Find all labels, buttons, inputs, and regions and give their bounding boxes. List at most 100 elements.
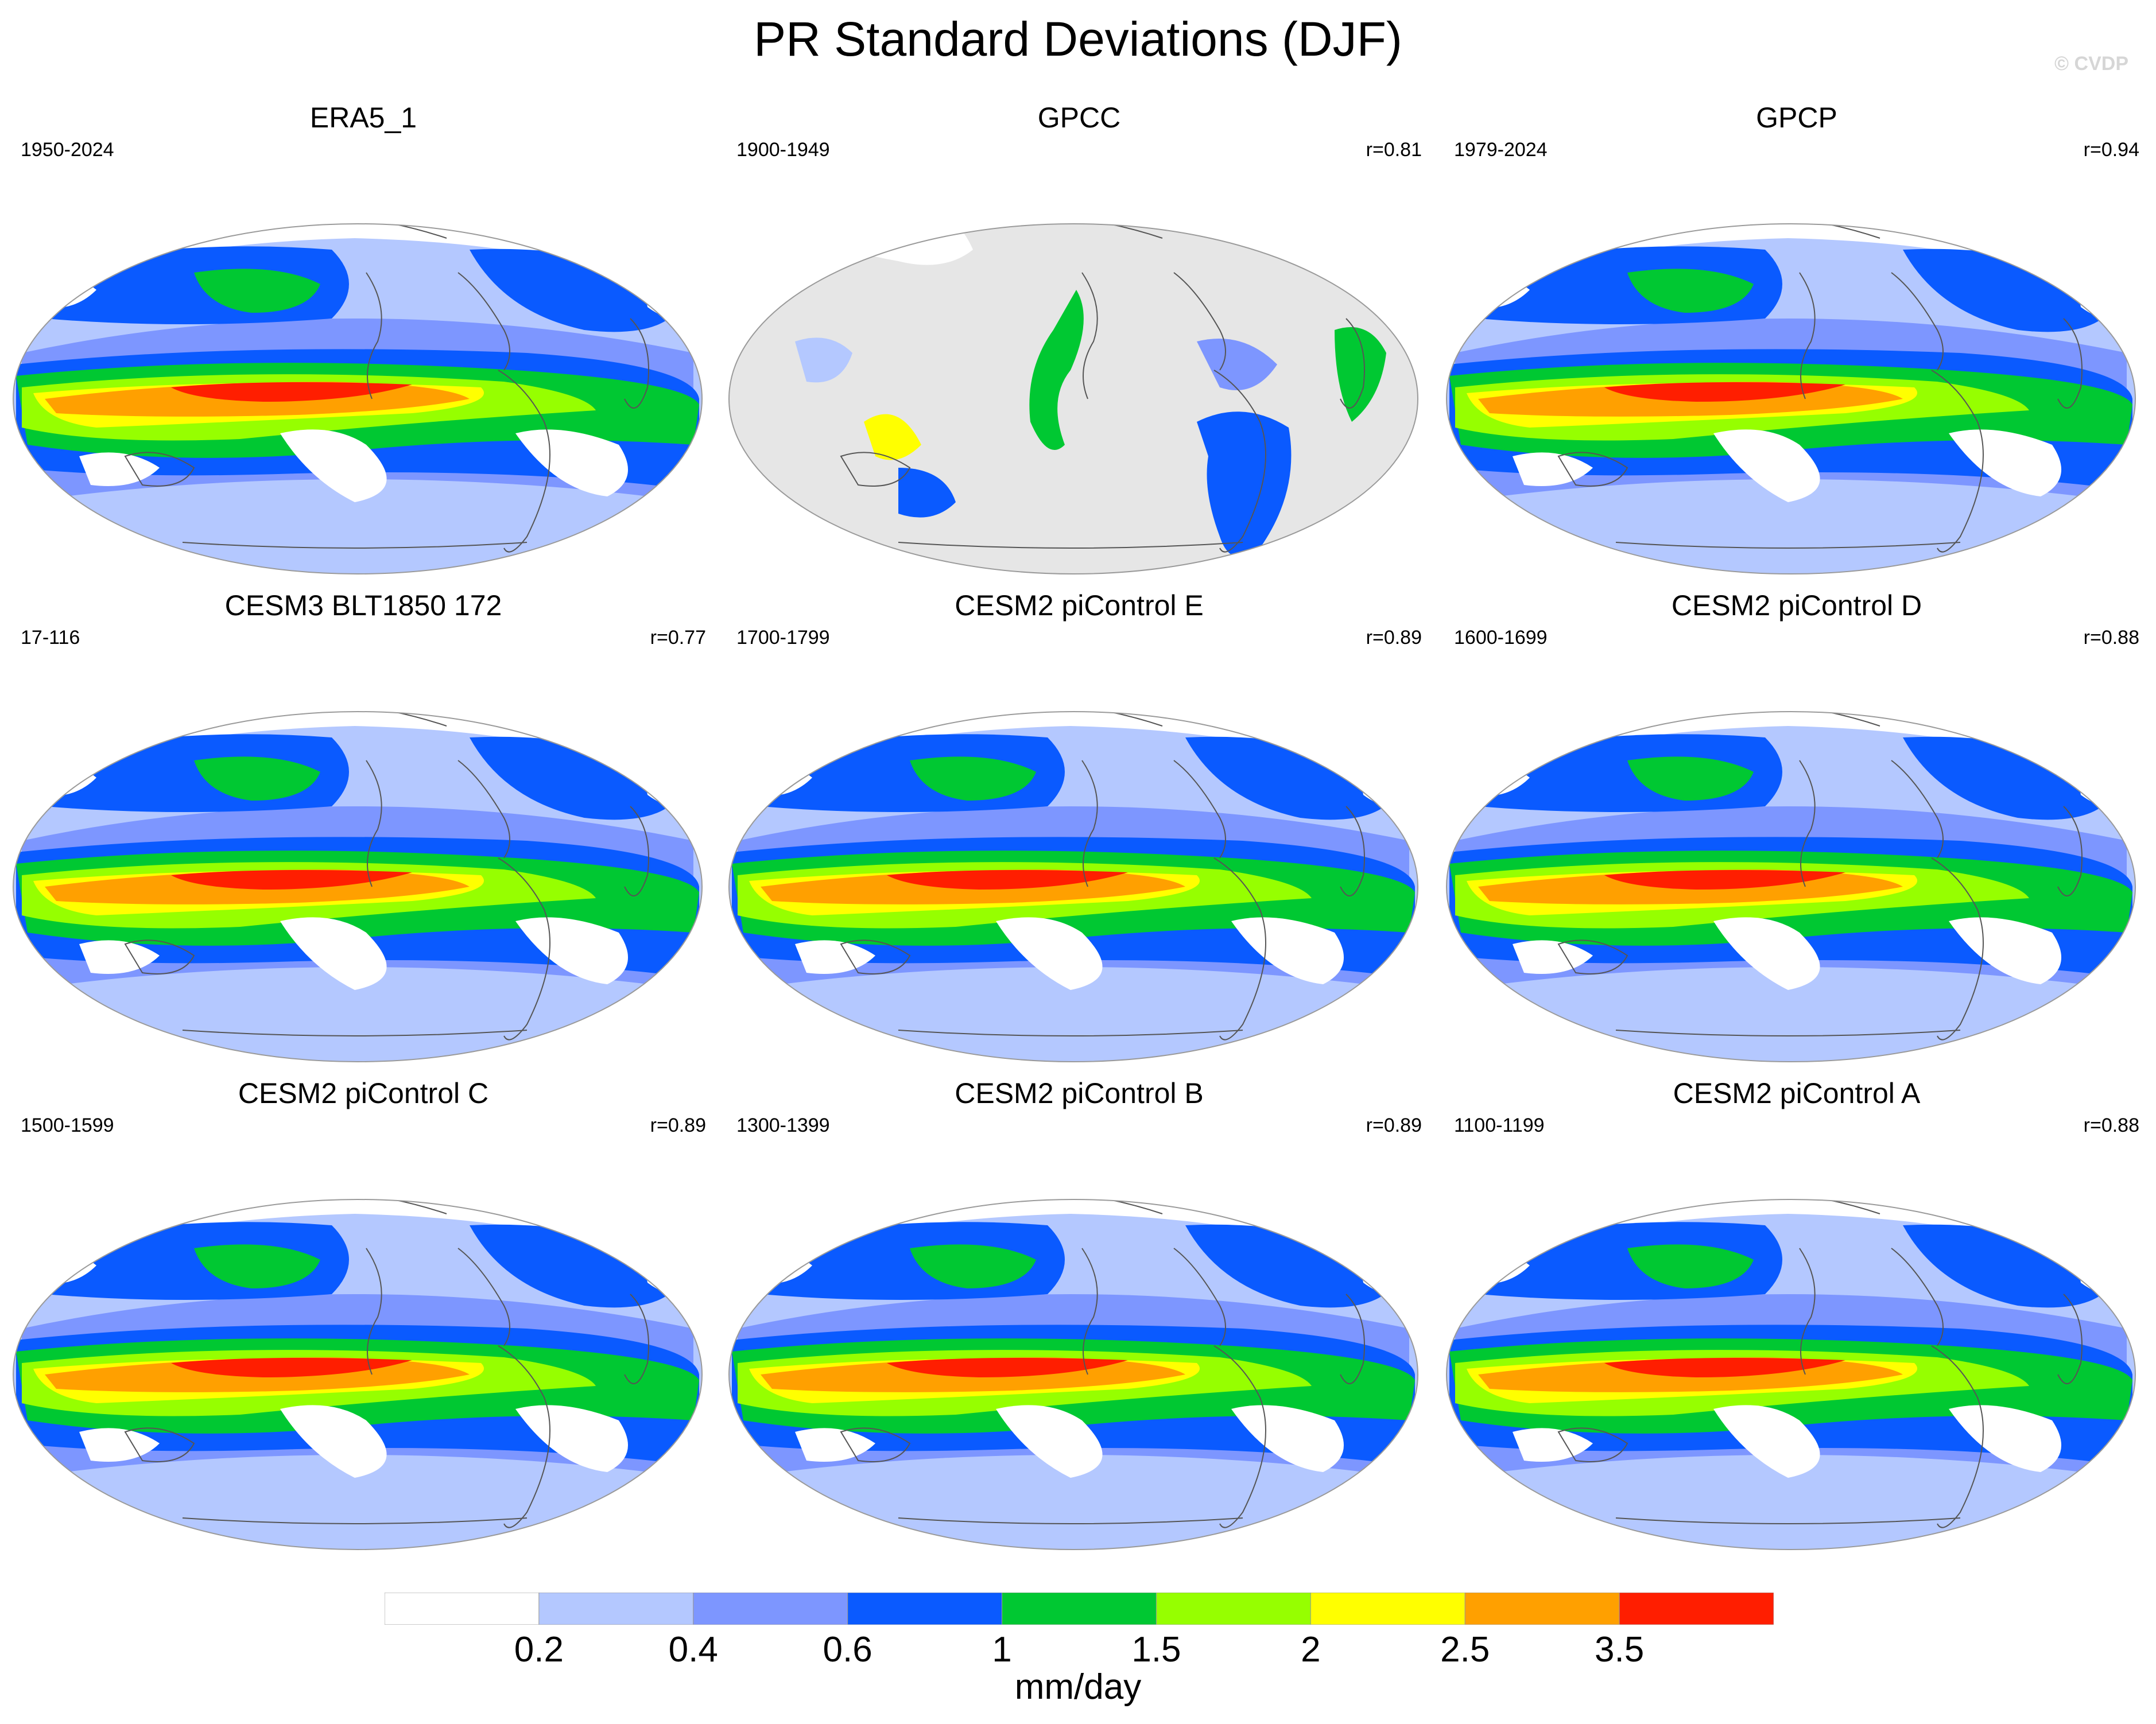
panel-years: 1100-1199 — [1454, 1115, 1545, 1136]
coastline — [624, 318, 649, 409]
coastline — [1615, 542, 1961, 549]
precip-contour-band — [194, 756, 320, 801]
precip-contour-band — [515, 1405, 628, 1472]
precip-contour-band — [1513, 452, 1593, 486]
coastline — [124, 939, 195, 974]
panel-title: GPCC — [1037, 102, 1121, 134]
coastline — [840, 452, 911, 487]
precip-contour-band — [1627, 1244, 1754, 1288]
panel-title: CESM2 piControl E — [955, 589, 1204, 622]
coastline — [840, 939, 911, 974]
coastline — [1557, 1427, 1628, 1462]
coastline — [1615, 1030, 1961, 1036]
coastline — [457, 272, 510, 371]
colorbar-swatches — [385, 1593, 1774, 1625]
coastline — [1799, 272, 1816, 399]
map-outline — [13, 223, 703, 574]
coastline — [498, 857, 550, 1040]
coastline — [898, 1030, 1243, 1036]
panel-years: 1600-1699 — [1454, 627, 1548, 649]
map-outline — [1446, 223, 2136, 574]
precip-contour-band — [910, 1244, 1036, 1288]
land-precip-patch — [772, 224, 973, 265]
colorbar-tick-label: 2.5 — [1440, 1630, 1490, 1669]
colorbar-tick-label: 2 — [1301, 1630, 1321, 1669]
precip-contour-band — [1627, 269, 1754, 313]
precip-contour-band — [887, 870, 1128, 890]
precip-contour-band — [79, 940, 160, 974]
land-precip-patch — [1335, 327, 1386, 422]
precip-contour-band — [1513, 940, 1593, 974]
coastline — [1213, 1345, 1266, 1528]
coastline — [366, 272, 382, 399]
panel-title: GPCP — [1756, 102, 1837, 134]
coastline — [1558, 1199, 1685, 1209]
precip-contour-band — [1231, 1405, 1344, 1472]
precip-contour-band — [1627, 756, 1754, 801]
land-precip-patch — [795, 337, 852, 383]
panel-title: CESM3 BLT1850 172 — [224, 589, 502, 622]
robinson-map — [728, 711, 1418, 1062]
precip-contour-band — [1231, 917, 1344, 984]
coastline — [1557, 452, 1628, 487]
precip-contour-band — [280, 917, 387, 990]
precip-contour-band — [96, 996, 619, 1056]
panel-correlation: r=0.88 — [2083, 627, 2139, 649]
precip-contour-band — [515, 917, 628, 984]
coastline — [1799, 1248, 1816, 1375]
coastline — [2057, 1294, 2083, 1384]
precip-contour-band — [910, 756, 1036, 801]
panel-correlation: r=0.89 — [1366, 627, 1422, 649]
coastline — [1810, 1199, 1880, 1214]
panel-correlation: r=0.89 — [650, 1115, 706, 1136]
panel-years: 1950-2024 — [21, 139, 114, 161]
coastline — [1891, 760, 1944, 859]
map-panel: GPCP 1979-2024 r=0.94 — [1444, 100, 2150, 588]
coastline — [1213, 857, 1266, 1040]
colorbar-swatch — [385, 1593, 540, 1625]
land-precip-patch — [1197, 411, 1292, 557]
precip-contour-band — [79, 1428, 160, 1462]
panel-years: 1700-1799 — [736, 627, 830, 649]
precip-contour-band — [1604, 1358, 1845, 1377]
map-outline — [728, 1199, 1418, 1550]
colorbar-tick-label: 0.4 — [668, 1630, 718, 1669]
coastline — [1615, 1517, 1961, 1524]
precip-contour-band — [96, 1484, 619, 1544]
coastline — [1799, 760, 1816, 887]
coastline — [366, 760, 382, 887]
panel-title: CESM2 piControl B — [955, 1077, 1204, 1109]
coastline — [1173, 272, 1226, 371]
panel-title: CESM2 piControl C — [238, 1077, 489, 1109]
land-precip-patch — [898, 468, 956, 518]
precip-contour-band — [280, 1405, 387, 1478]
coastline — [624, 1294, 649, 1384]
coastline — [366, 1248, 382, 1375]
map-outline — [728, 223, 1418, 574]
precip-contour-band — [1713, 917, 1820, 990]
precip-contour-band — [1530, 1484, 2052, 1544]
precip-contour-band — [887, 1358, 1128, 1377]
coastline — [182, 1517, 528, 1524]
coastline — [124, 452, 195, 487]
robinson-map — [13, 223, 703, 574]
precip-contour-band — [795, 940, 875, 974]
coastline — [125, 1199, 252, 1209]
panel-title: CESM2 piControl A — [1673, 1077, 1921, 1109]
panel-years: 1979-2024 — [1454, 139, 1548, 161]
precip-contour-band — [1530, 996, 2052, 1056]
precip-contour-band — [194, 1244, 320, 1288]
precip-contour-band — [194, 269, 320, 313]
precip-contour-band — [812, 1484, 1335, 1544]
map-outline — [13, 711, 703, 1062]
precip-contour-band — [1513, 1428, 1593, 1462]
precip-contour-band — [1949, 1405, 2061, 1472]
robinson-map — [13, 711, 703, 1062]
colorbar-swatch — [538, 1593, 694, 1625]
map-panel: ERA5_1 1950-2024 — [10, 100, 716, 588]
robinson-map — [728, 1199, 1418, 1550]
coastline — [124, 1427, 195, 1462]
precip-contour-band — [171, 1358, 412, 1377]
precip-contour-band — [280, 429, 387, 502]
coastline — [1081, 1248, 1098, 1375]
